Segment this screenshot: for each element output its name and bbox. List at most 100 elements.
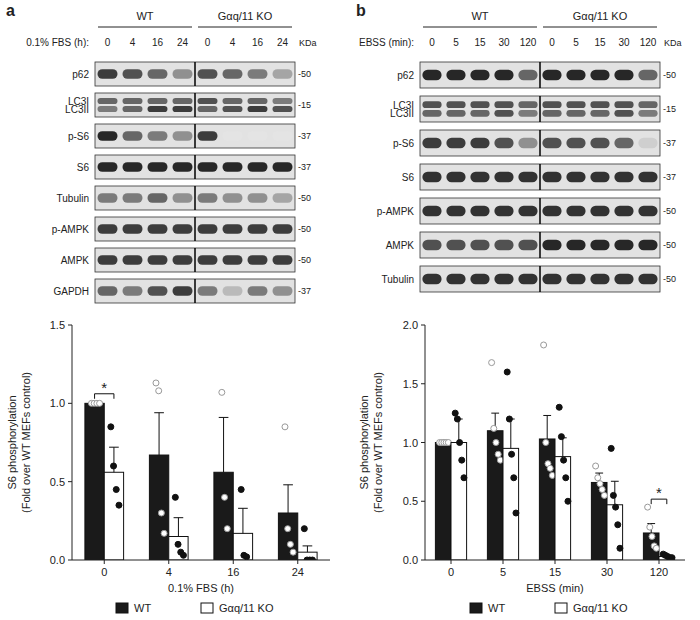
band <box>446 240 465 250</box>
band <box>638 240 657 250</box>
band <box>614 138 633 148</box>
band <box>518 240 537 250</box>
band <box>542 172 561 182</box>
band <box>494 101 513 108</box>
plot-area <box>435 342 675 560</box>
x-tick-label: 120 <box>650 566 668 578</box>
legend-swatch <box>555 603 567 613</box>
x-tick-label: 4 <box>166 566 172 578</box>
kda-marker: -50 <box>298 193 311 203</box>
replicate-point <box>511 475 517 481</box>
replicate-point <box>653 545 659 551</box>
band <box>590 172 609 182</box>
band <box>518 206 537 216</box>
kda-marker: -50 <box>298 255 311 265</box>
lane-label: 30 <box>618 37 630 48</box>
group-line <box>423 27 537 28</box>
band <box>446 172 465 182</box>
replicate-point <box>543 440 549 446</box>
band <box>123 69 143 79</box>
plot-area <box>85 380 317 560</box>
y-axis-label: S6 phosphorylation <box>358 395 370 489</box>
y-axis-label: (Fold over WT MEFs control) <box>372 372 384 513</box>
band <box>273 69 293 79</box>
y-tick-label: 1.0 <box>403 437 418 449</box>
replicate-point <box>647 524 653 530</box>
x-tick-label: 0 <box>448 566 454 578</box>
band <box>566 172 585 182</box>
replicate-point <box>175 541 181 547</box>
band <box>542 240 561 250</box>
blot-strip <box>95 93 295 117</box>
replicate-point <box>161 530 167 536</box>
splice-line <box>194 217 196 241</box>
band <box>566 240 585 250</box>
band <box>638 138 657 148</box>
y-axis-label: (Fold over WT MEFs control) <box>20 372 32 513</box>
replicate-point <box>617 545 623 551</box>
band <box>638 110 657 117</box>
band <box>198 193 218 203</box>
band <box>248 224 268 234</box>
band <box>518 101 537 108</box>
lane-label: 5 <box>453 37 459 48</box>
row-label: p-AMPK <box>377 206 415 217</box>
band <box>518 70 537 80</box>
y-tick <box>421 560 425 561</box>
band <box>638 70 657 80</box>
band <box>173 255 193 265</box>
band <box>422 110 441 117</box>
replicate-point <box>454 416 460 422</box>
legend-label: WT <box>488 602 505 614</box>
band <box>542 274 561 284</box>
replicate-point <box>116 502 122 508</box>
band <box>223 98 243 104</box>
band <box>198 131 218 141</box>
bar <box>233 533 252 560</box>
replicate-point <box>597 481 603 487</box>
replicate-point <box>219 389 225 395</box>
band <box>494 70 513 80</box>
splice-line <box>539 62 541 88</box>
replicate-point <box>172 494 178 500</box>
error-bar <box>303 546 313 552</box>
band <box>590 274 609 284</box>
band <box>198 255 218 265</box>
y-axis-label: S6 phosphorylation <box>6 395 18 489</box>
x-tick <box>607 560 608 564</box>
replicate-point <box>497 457 503 463</box>
splice-line <box>194 124 196 148</box>
band <box>98 69 118 79</box>
x-tick-label: 0 <box>101 566 107 578</box>
bar <box>555 457 571 560</box>
band <box>590 138 609 148</box>
band <box>123 255 143 265</box>
band <box>614 101 633 108</box>
replicate-point <box>461 475 467 481</box>
band <box>273 98 293 104</box>
band <box>98 106 118 112</box>
band <box>590 206 609 216</box>
lane-label: 0 <box>429 37 435 48</box>
group-line <box>543 27 657 28</box>
splice-line <box>194 62 196 86</box>
band <box>614 70 633 80</box>
band <box>248 286 268 296</box>
band <box>446 274 465 284</box>
kda-marker: -50 <box>298 69 311 79</box>
band <box>123 131 143 141</box>
kda-marker: -37 <box>663 138 676 148</box>
band <box>494 240 513 250</box>
legend-swatch <box>201 603 213 613</box>
band <box>123 162 143 172</box>
y-tick-label: 1.0 <box>50 397 65 409</box>
band <box>273 255 293 265</box>
group-line <box>98 27 192 28</box>
band <box>470 240 489 250</box>
band <box>173 224 193 234</box>
y-tick <box>421 383 425 384</box>
condition-label: 0.1% FBS (h): <box>26 37 89 48</box>
error-bar <box>559 438 567 457</box>
replicate-point <box>506 416 512 422</box>
bar <box>487 431 503 560</box>
